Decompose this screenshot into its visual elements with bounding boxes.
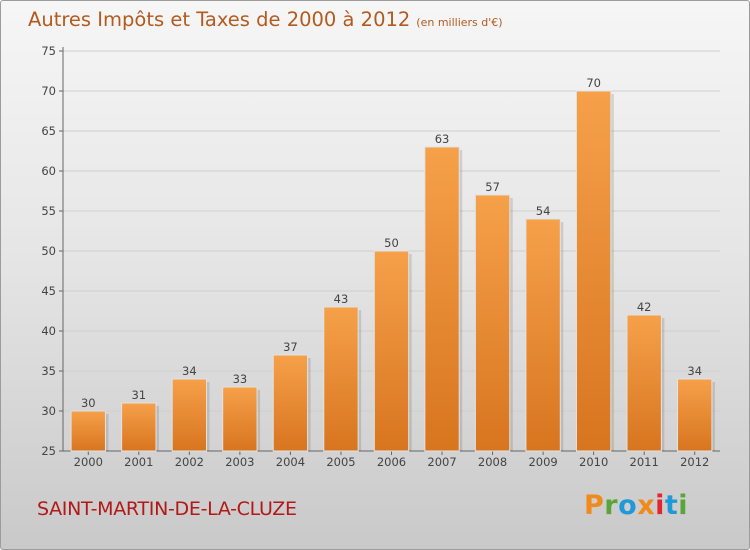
bar: [575, 90, 612, 452]
bar-value-label: 42: [637, 300, 652, 314]
y-tick-label: 60: [41, 164, 56, 178]
bar-value-label: 33: [233, 372, 248, 386]
bar: [424, 146, 460, 452]
x-tick-label: 2002: [175, 455, 204, 469]
brand-letter: x: [637, 490, 656, 521]
bar-value-label: 30: [81, 396, 96, 410]
bar: [272, 354, 309, 452]
bar: [373, 250, 410, 452]
x-tick-label: 2007: [427, 455, 456, 469]
y-tick-label: 40: [41, 324, 56, 338]
bar-value-label: 70: [586, 76, 601, 90]
bar: [171, 378, 208, 452]
data-labels: 30 31 34 33 37 43 50 63 57 54 70 42 34: [81, 76, 702, 410]
x-tick-label: 2006: [377, 455, 406, 469]
y-tick-label: 35: [41, 364, 56, 378]
brand-letter: o: [618, 490, 638, 521]
x-tick-label: 2001: [124, 455, 153, 469]
bar-value-label: 57: [485, 180, 500, 194]
y-tick-label: 65: [41, 124, 56, 138]
bar-value-label: 31: [131, 388, 146, 402]
commune-name: SAINT-MARTIN-DE-LA-CLUZE: [37, 498, 297, 520]
bar: [121, 402, 157, 452]
chart-title-text: Autres Impôts et Taxes de 2000 à 2012: [28, 8, 411, 31]
y-tick-label: 75: [41, 44, 56, 58]
bar-value-label: 37: [283, 340, 298, 354]
brand-letter: r: [604, 490, 619, 521]
bar-value-label: 43: [334, 292, 349, 306]
y-tick-label: 25: [41, 444, 56, 458]
x-tick-label: 2003: [225, 455, 254, 469]
unit-note: (en milliers d'€): [416, 16, 503, 29]
bar-value-label: 63: [435, 132, 450, 146]
y-tick-label: 30: [41, 404, 56, 418]
x-tick-label: 2010: [579, 455, 608, 469]
bar: [677, 378, 713, 452]
bar: [474, 194, 511, 452]
y-tick-label: 45: [41, 284, 56, 298]
y-tick-label: 70: [41, 84, 56, 98]
x-tick-label: 2011: [630, 455, 659, 469]
bar-value-label: 50: [384, 236, 399, 250]
bar-value-label: 34: [182, 364, 197, 378]
x-tick-label: 2012: [680, 455, 709, 469]
y-tick-label: 55: [41, 204, 56, 218]
chart-title: Autres Impôts et Taxes de 2000 à 2012 (en…: [28, 8, 503, 31]
bar: [626, 314, 662, 452]
bar-value-label: 34: [687, 364, 702, 378]
y-tick-label: 50: [41, 244, 56, 258]
brand-letter: P: [584, 490, 605, 521]
x-tick-label: 2008: [478, 455, 507, 469]
bar: [70, 410, 106, 452]
x-tick-label: 2000: [74, 455, 103, 469]
brand-letter: t: [664, 490, 679, 521]
brand-letter: i: [678, 490, 689, 521]
bar: [323, 306, 359, 452]
brand-letter: i: [655, 490, 665, 521]
bar: [222, 386, 258, 452]
axes: 25 30 35 40 45 50 55 60 65 70 75 2000 2001 2002 2003 20…: [41, 44, 720, 469]
x-tick-label: 2004: [276, 455, 305, 469]
x-tick-label: 2005: [326, 455, 355, 469]
bar-value-label: 54: [536, 204, 551, 218]
proxiti-logo: Proxiti: [584, 490, 688, 521]
bar: [525, 218, 561, 452]
bars: [70, 90, 715, 452]
x-tick-label: 2009: [528, 455, 557, 469]
